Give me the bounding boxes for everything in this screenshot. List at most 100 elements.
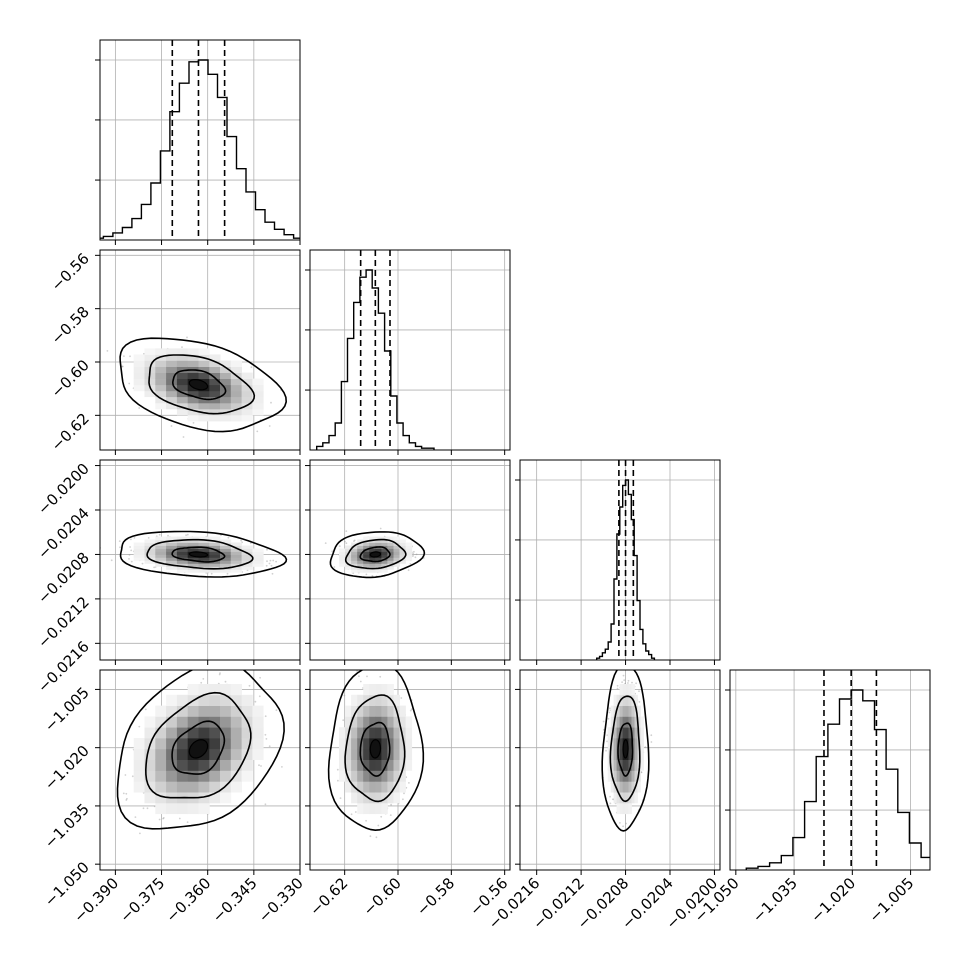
density-cell [381, 566, 388, 570]
sample-point [410, 708, 413, 711]
density-cell [198, 563, 210, 567]
density-cell [616, 727, 620, 739]
sample-point [365, 819, 367, 822]
density-cell [619, 738, 623, 750]
density-cell [133, 551, 145, 555]
density-cell [198, 414, 210, 422]
density-cell [369, 759, 376, 771]
density-cell [399, 705, 406, 717]
density-cell [357, 781, 364, 793]
density-cell [176, 727, 189, 739]
density-cell [220, 748, 232, 760]
density-cell [640, 727, 644, 739]
density-cell [619, 727, 623, 739]
density-cell [628, 770, 632, 782]
sample-point [178, 817, 181, 820]
panel-content [730, 670, 930, 870]
contour-line [617, 722, 634, 777]
density-cell [155, 560, 167, 564]
density-cell [220, 684, 232, 696]
density-cell [198, 366, 210, 373]
sample-point [339, 797, 342, 799]
sample-point [126, 797, 128, 800]
density-cell [405, 548, 413, 552]
density-cell [187, 770, 199, 782]
density-cell [166, 716, 178, 728]
density-cell [220, 792, 232, 804]
panel-2-1 [305, 459, 511, 665]
density-cell [241, 694, 253, 706]
density-cell [363, 542, 370, 546]
density-cell [133, 366, 145, 373]
density-cell [166, 378, 178, 386]
density-cell [230, 557, 242, 561]
density-cell [198, 684, 210, 696]
density-cell [363, 716, 370, 728]
density-cell [166, 566, 178, 570]
density-cell [198, 548, 210, 552]
density-cell [176, 354, 189, 361]
panel-content [520, 460, 720, 660]
panel-frame [729, 669, 931, 871]
x-tick-label: −0.345 [209, 874, 261, 926]
sample-point [266, 548, 268, 551]
density-cell [628, 684, 632, 696]
sample-point [130, 560, 133, 563]
density-cell [155, 563, 167, 567]
contour-line [327, 670, 425, 832]
density-cell [381, 551, 388, 555]
sample-point [414, 556, 417, 559]
contour-line [171, 720, 226, 775]
sample-point [342, 719, 345, 722]
density-cell [363, 554, 370, 558]
sample-point [379, 675, 382, 678]
contour-line [344, 538, 407, 570]
density-cell [241, 738, 253, 750]
density-cell [176, 542, 189, 546]
density-cell [387, 548, 394, 552]
density-cell [339, 748, 346, 760]
density-cell [176, 539, 189, 543]
density-cell [230, 759, 242, 771]
sample-point [338, 545, 341, 547]
density-cell [631, 705, 635, 717]
sample-point [621, 681, 623, 683]
density-cell [363, 792, 370, 804]
density-cell [252, 396, 264, 404]
density-cell [381, 548, 388, 552]
sample-point [638, 690, 640, 693]
density-cell [176, 378, 189, 386]
density-cell [393, 770, 400, 782]
density-cell [363, 759, 370, 771]
density-cell [628, 716, 632, 728]
density-cell [387, 748, 394, 760]
density-cell [381, 802, 388, 815]
density-cell [619, 684, 623, 696]
sample-point [390, 803, 392, 806]
sample-point [186, 336, 188, 339]
density-cell [241, 705, 253, 717]
panel-3-3: −1.050 −1.035 −1.020 −1.005 [691, 669, 931, 926]
density-cell [357, 802, 364, 815]
density-cell [607, 748, 612, 760]
density-cell [339, 560, 346, 564]
density-cell [155, 545, 167, 549]
density-cell [610, 759, 615, 771]
density-cell [176, 545, 189, 549]
panel-1-0: −0.62 −0.60 −0.58 −0.56 [48, 249, 301, 455]
density-cell [339, 759, 346, 771]
density-cell [369, 694, 376, 706]
density-cell [252, 390, 264, 398]
density-cell [176, 390, 189, 398]
sample-point [413, 550, 415, 553]
density-cell [144, 554, 156, 558]
density-cell [155, 738, 167, 750]
density-cell [610, 705, 615, 717]
density-cell [209, 542, 221, 546]
density-cell [393, 759, 400, 771]
density-cell [220, 694, 232, 706]
sample-point [270, 401, 272, 404]
density-cell [381, 792, 388, 804]
density-cell [625, 727, 629, 739]
sample-point [602, 720, 605, 723]
